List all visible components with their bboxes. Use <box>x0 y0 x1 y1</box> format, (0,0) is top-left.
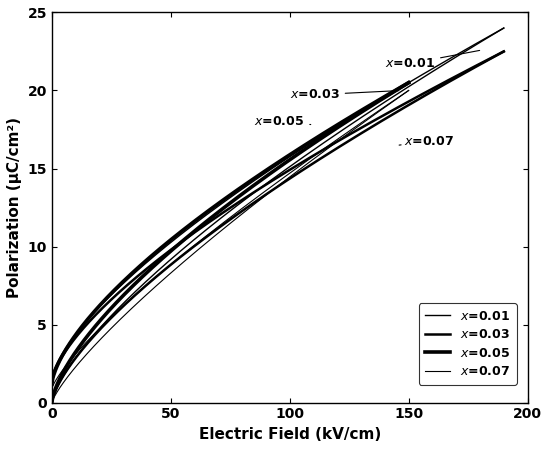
X-axis label: Electric Field (kV/cm): Electric Field (kV/cm) <box>199 427 381 442</box>
Text: $x$=0.01: $x$=0.01 <box>385 50 480 70</box>
Legend: $x$=0.01, $x$=0.03, $x$=0.05, $x$=0.07: $x$=0.01, $x$=0.03, $x$=0.05, $x$=0.07 <box>419 304 517 385</box>
Text: $x$=0.03: $x$=0.03 <box>290 88 399 101</box>
Text: $x$=0.07: $x$=0.07 <box>399 135 454 148</box>
Y-axis label: Polarization (μC/cm²): Polarization (μC/cm²) <box>7 117 22 298</box>
Text: $x$=0.05: $x$=0.05 <box>254 115 311 128</box>
